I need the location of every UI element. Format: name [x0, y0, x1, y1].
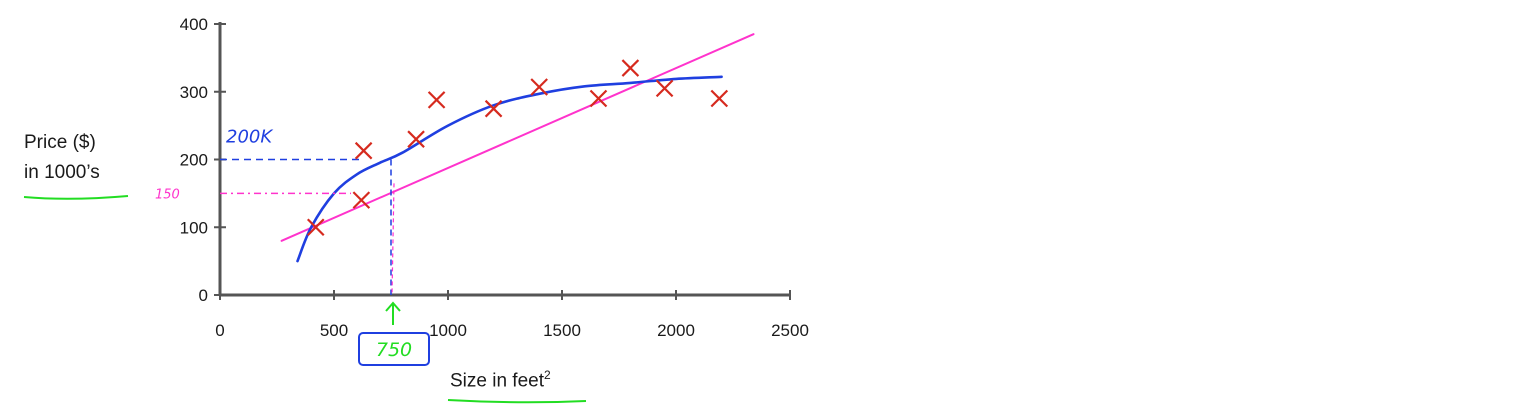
data-point-stroke	[710, 89, 729, 108]
pink-fit-line	[280, 33, 755, 242]
data-point	[655, 79, 674, 98]
data-point-stroke	[621, 59, 640, 77]
data-point-stroke	[306, 218, 325, 237]
data-point	[621, 59, 640, 77]
data-point	[589, 89, 608, 108]
x-tick-label: 1500	[543, 321, 581, 340]
data-point-stroke	[484, 99, 503, 118]
y-tick-label: 400	[180, 15, 208, 34]
x-axis-label-text: Size in feet	[450, 370, 544, 392]
data-point	[530, 78, 548, 96]
pink-value-label: 150	[155, 187, 180, 202]
y-label-underline	[23, 195, 129, 200]
query-value-label: 750	[376, 339, 412, 361]
data-point	[427, 91, 446, 109]
data-point-stroke	[427, 91, 446, 109]
annotations: 200K 150 750	[23, 127, 587, 404]
pink-dashed-vertical	[391, 183, 395, 296]
y-axis-label: Price ($) in 1000’s	[24, 128, 100, 188]
query-value-box	[358, 332, 430, 366]
fit-lines	[280, 33, 755, 263]
data-point	[306, 218, 325, 237]
x-tick-label: 2500	[771, 321, 809, 340]
axes: 0 500 1000 1500 2000 2500 0 100 200 300 400	[180, 15, 809, 340]
data-point-stroke	[354, 141, 373, 160]
data-point-stroke	[655, 79, 674, 98]
data-point	[710, 89, 729, 108]
y-tick-label: 100	[180, 218, 208, 237]
data-point-stroke	[589, 89, 608, 108]
data-point-stroke	[352, 191, 371, 209]
data-point-stroke	[530, 78, 548, 96]
blue-value-label: 200K	[226, 127, 273, 148]
y-tick-label: 0	[199, 286, 208, 305]
data-points	[306, 59, 729, 237]
x-tick-label: 500	[320, 321, 348, 340]
x-tick-label: 1000	[429, 321, 467, 340]
blue-fit-curve	[296, 75, 723, 263]
y-tick-label: 200	[180, 151, 208, 170]
data-point	[484, 99, 503, 118]
green-arrow-head	[385, 301, 401, 312]
data-point	[407, 130, 425, 148]
y-axis-label-line2: in 1000’s	[24, 162, 100, 183]
x-label-underline	[447, 399, 587, 404]
data-point	[352, 191, 371, 209]
x-tick-label: 2000	[657, 321, 695, 340]
x-tick-label: 0	[215, 321, 224, 340]
data-point-stroke	[407, 130, 425, 148]
x-axis-label-superscript: 2	[544, 368, 551, 382]
data-point	[354, 141, 373, 160]
y-axis-label-line1: Price ($)	[24, 132, 96, 153]
x-axis-label: Size in feet2	[450, 368, 551, 392]
y-tick-label: 300	[180, 83, 208, 102]
